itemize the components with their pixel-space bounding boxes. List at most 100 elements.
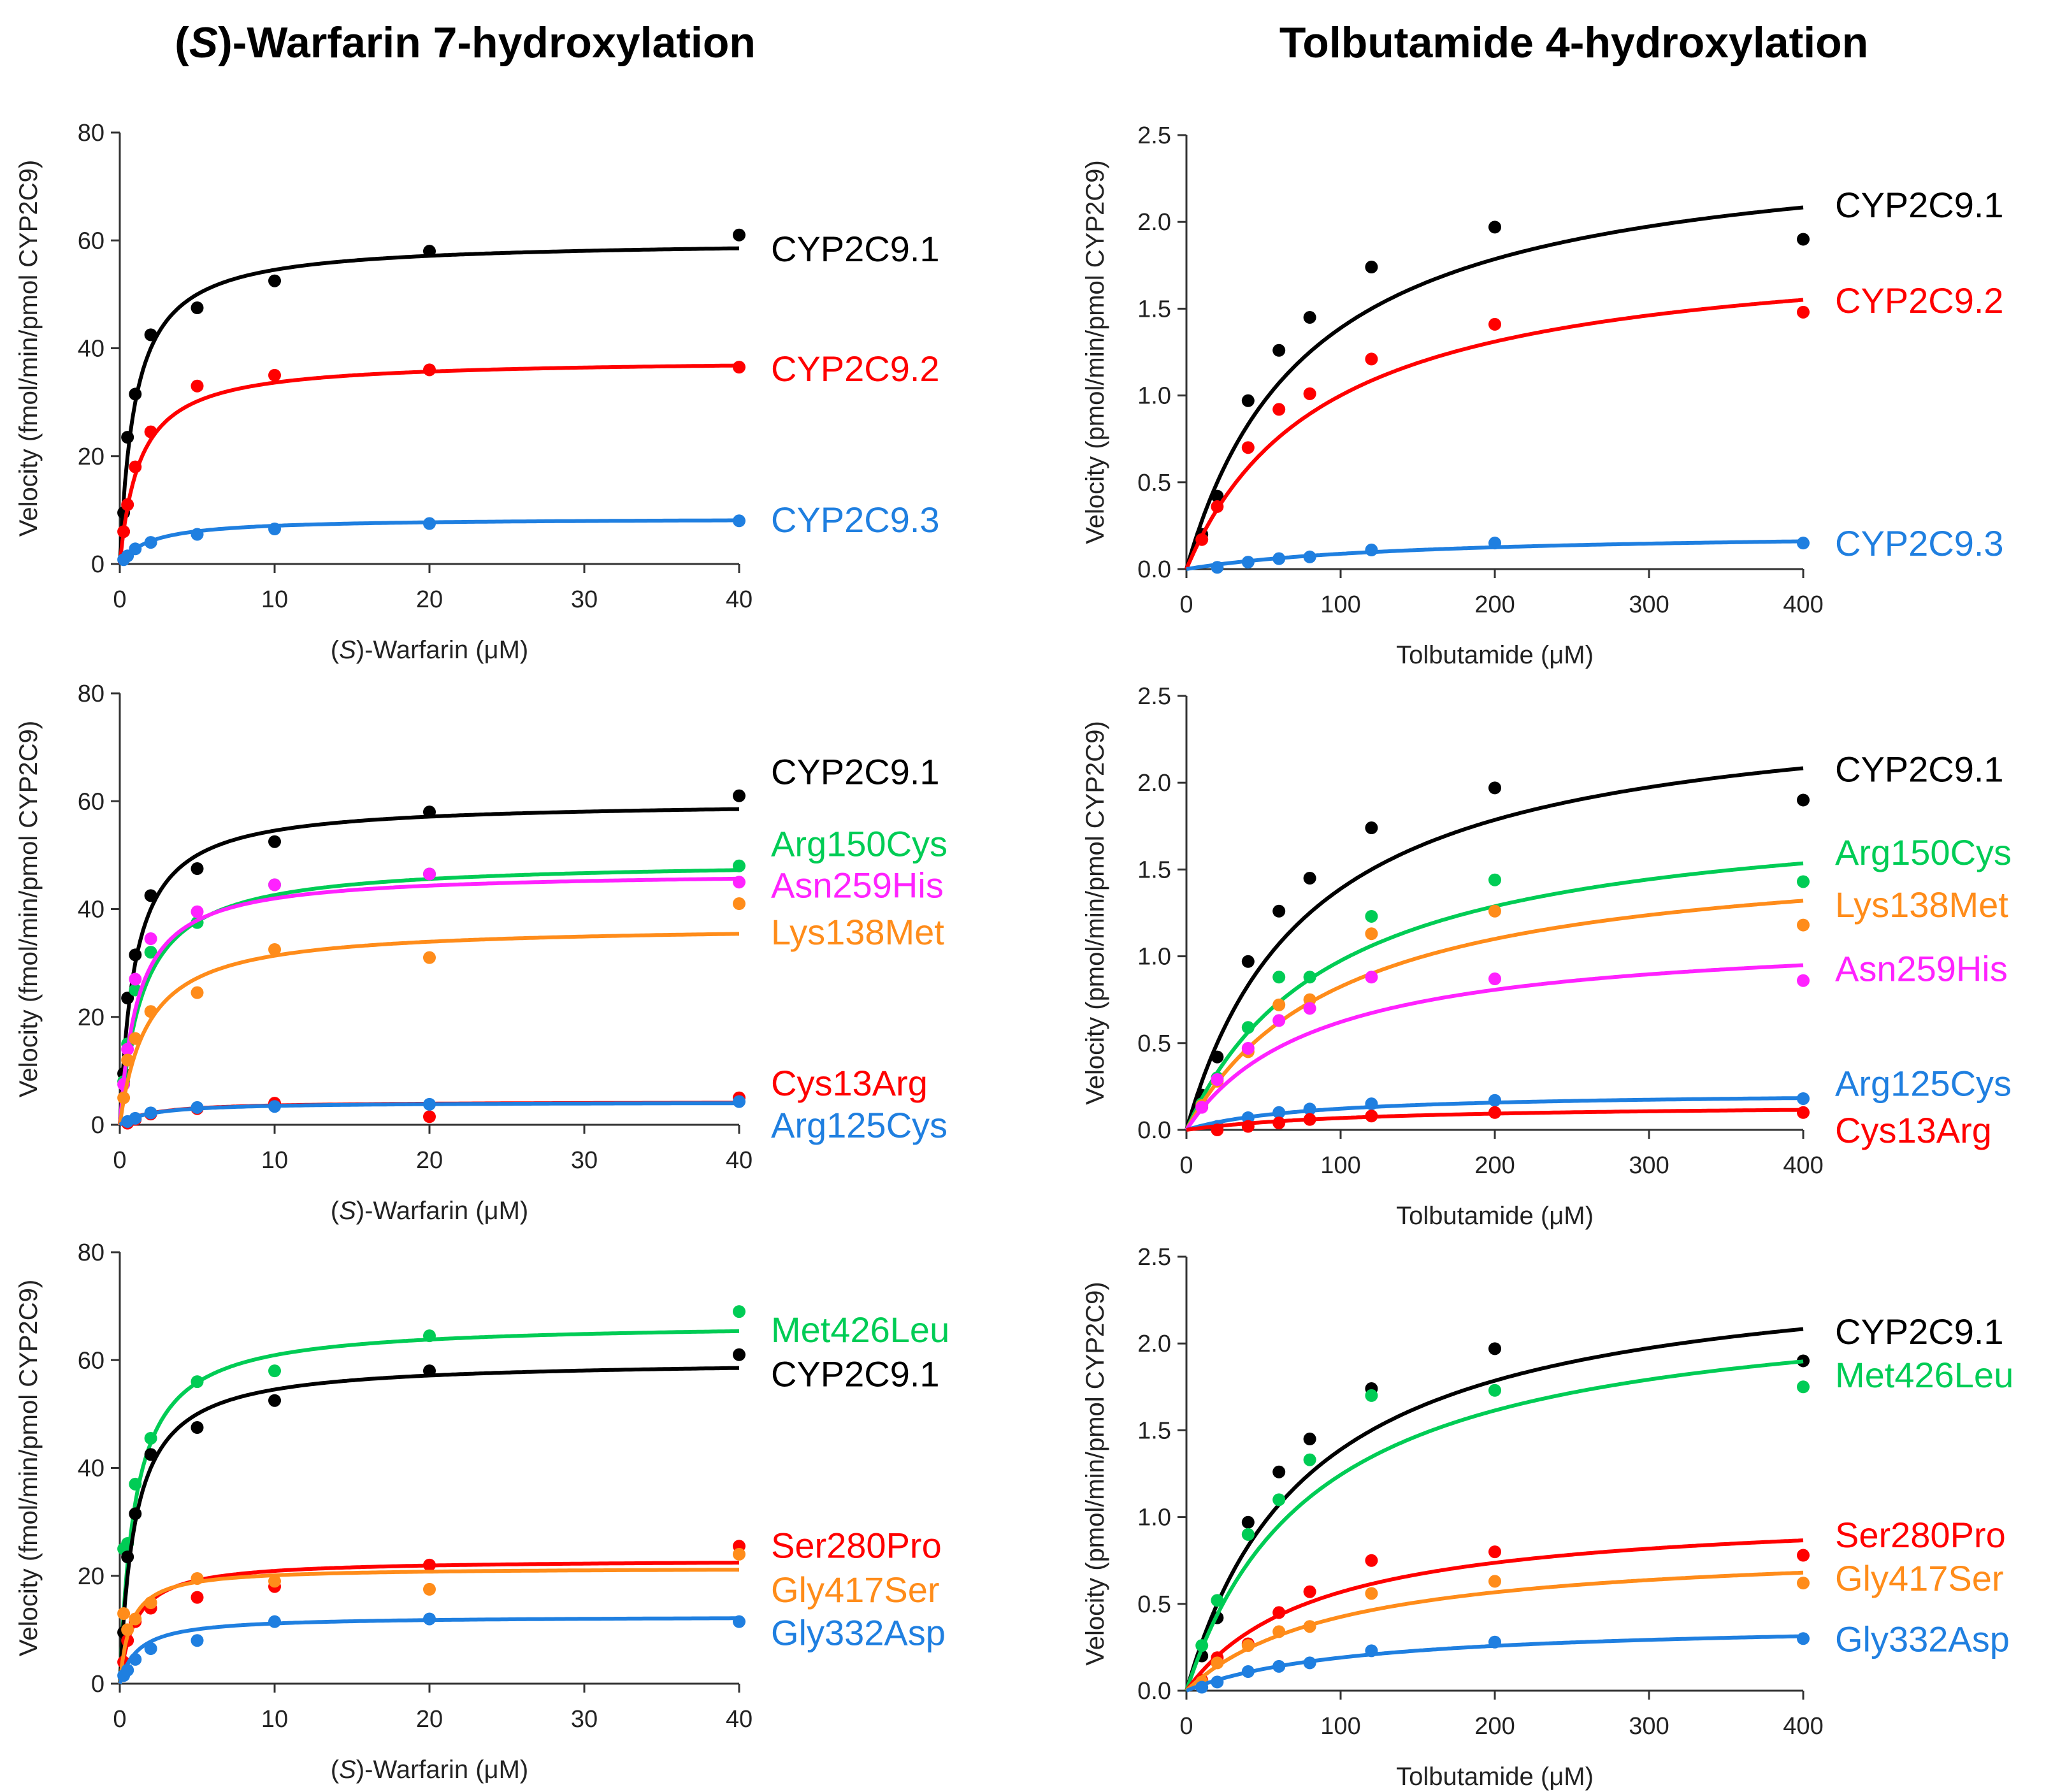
data-point-Lys138Met <box>191 986 204 999</box>
panel-tolbutamide-middle: 0.0 0.5 1.0 1.5 2.0 2.5 0 100 200 300 400 Tolbutami… <box>1081 683 2012 1230</box>
y-tick-label: 2.5 <box>1137 683 1171 710</box>
data-point-Lys138Met <box>1272 998 1286 1011</box>
data-point-Arg125Cys <box>268 1100 281 1113</box>
series-label-Cys13Arg: Cys13Arg <box>771 1063 928 1103</box>
data-point-CYP2C9.2 <box>1241 441 1255 454</box>
data-point-Asn259His <box>1211 1073 1224 1087</box>
data-point-CYP2C9.3 <box>1272 552 1286 565</box>
data-point-CYP2C9.2 <box>191 379 204 393</box>
data-point-CYP2C9.2 <box>117 525 131 538</box>
series-label-Gly417Ser: Gly417Ser <box>771 1570 940 1610</box>
series-label-Met426Leu: Met426Leu <box>1835 1355 2013 1395</box>
data-point-Arg125Cys <box>1488 1094 1501 1107</box>
fit-curve-Lys138Met <box>1185 899 1804 1131</box>
fit-curve-CYP2C9.1 <box>118 246 740 565</box>
series-label-CYP2C9.1: CYP2C9.1 <box>771 1354 940 1394</box>
y-tick-label: 0.5 <box>1137 1030 1171 1057</box>
data-point-CYP2C9.2 <box>733 361 745 374</box>
data-point-CYP2C9.1 <box>1797 233 1810 246</box>
data-point-CYP2C9.3 <box>191 528 204 541</box>
data-point-Met426Leu <box>1241 1528 1255 1541</box>
series-label-Asn259His: Asn259His <box>1835 949 2008 989</box>
y-tick-label: 80 <box>78 1239 104 1266</box>
data-point-Lys138Met <box>423 951 436 964</box>
data-point-CYP2C9.1 <box>129 1507 142 1521</box>
data-point-Lys138Met <box>129 1032 142 1045</box>
y-tick-label: 20 <box>78 444 104 470</box>
data-point-Asn259His <box>121 1043 134 1056</box>
series-CYP2C9.1 <box>117 1348 745 1684</box>
series-label-CYP2C9.2: CYP2C9.2 <box>771 349 940 389</box>
fit-curve-CYP2C9.1 <box>118 807 740 1125</box>
data-point-Arg150Cys <box>733 859 745 872</box>
series-label-Lys138Met: Lys138Met <box>1835 885 2008 925</box>
fit-curve-CYP2C9.2 <box>1185 298 1804 570</box>
data-point-CYP2C9.3 <box>1241 556 1255 569</box>
panel-warfarin-bottom: 0 20 40 60 80 0 10 20 30 40 (S)-Warfarin (μM) Veloc… <box>15 1239 949 1784</box>
data-point-Met426Leu <box>1365 1389 1378 1402</box>
y-tick-label: 40 <box>78 336 104 363</box>
data-point-Gly332Asp <box>1195 1680 1209 1694</box>
data-point-CYP2C9.1 <box>144 1448 157 1461</box>
data-point-CYP2C9.2 <box>121 498 134 511</box>
data-point-Cys13Arg <box>1241 1120 1255 1133</box>
data-point-Met426Leu <box>268 1364 281 1378</box>
data-point-CYP2C9.1 <box>1365 261 1378 274</box>
data-point-CYP2C9.1 <box>121 992 134 1005</box>
x-tick-label: 40 <box>726 1147 753 1174</box>
data-point-CYP2C9.1 <box>1272 1465 1286 1478</box>
y-axis-label: Velocity (pmol/min/pmol CYP2C9) <box>1081 721 1109 1104</box>
series-Gly417Ser <box>117 1547 745 1684</box>
data-point-Gly332Asp <box>121 1663 134 1677</box>
series-label-Asn259His: Asn259His <box>771 865 944 905</box>
series-label-CYP2C9.1: CYP2C9.1 <box>1835 1311 2004 1352</box>
data-point-Arg125Cys <box>423 1097 436 1111</box>
y-tick-label: 1.0 <box>1137 383 1171 410</box>
data-point-CYP2C9.2 <box>1195 533 1209 546</box>
data-point-Gly332Asp <box>1211 1675 1224 1689</box>
y-tick-label: 2.0 <box>1137 209 1171 236</box>
series-Gly332Asp <box>117 1612 745 1684</box>
series-label-CYP2C9.1: CYP2C9.1 <box>771 229 940 269</box>
data-point-Ser280Pro <box>1488 1545 1501 1559</box>
x-tick-label: 0 <box>113 586 126 613</box>
series-label-Gly332Asp: Gly332Asp <box>1835 1619 2010 1659</box>
data-point-Met426Leu <box>733 1305 745 1319</box>
data-point-CYP2C9.1 <box>191 301 204 315</box>
column-title-warfarin-italic: S <box>189 18 219 67</box>
data-point-CYP2C9.3 <box>144 536 157 549</box>
data-point-CYP2C9.1 <box>1272 343 1286 357</box>
x-tick-label: 20 <box>416 1147 443 1174</box>
x-tick-label: 400 <box>1783 591 1823 618</box>
data-point-Arg150Cys <box>144 946 157 959</box>
y-tick-label: 2.0 <box>1137 1331 1171 1357</box>
series-label-CYP2C9.2: CYP2C9.2 <box>1835 280 2004 321</box>
series-Arg150Cys <box>117 859 745 1125</box>
y-axis-label: Velocity (fmol/min/pmol CYP2C9) <box>15 721 43 1097</box>
data-point-Ser280Pro <box>1797 1549 1810 1562</box>
x-tick-label: 100 <box>1320 1152 1360 1179</box>
data-point-CYP2C9.3 <box>733 514 745 528</box>
data-point-CYP2C9.3 <box>423 517 436 530</box>
data-point-Asn259His <box>129 972 142 986</box>
series-Asn259His <box>1185 963 1810 1131</box>
series-CYP2C9.1 <box>1185 766 1810 1131</box>
series-label-Arg150Cys: Arg150Cys <box>771 823 947 863</box>
data-point-CYP2C9.2 <box>423 363 436 377</box>
data-point-Asn259His <box>268 878 281 892</box>
x-tick-label: 30 <box>571 1147 598 1174</box>
data-point-Cys13Arg <box>1303 1113 1316 1126</box>
data-point-Met426Leu <box>144 1431 157 1445</box>
data-point-Asn259His <box>144 932 157 946</box>
data-point-CYP2C9.1 <box>1365 821 1378 835</box>
data-point-Ser280Pro <box>1303 1585 1316 1598</box>
x-tick-label: 10 <box>261 1706 288 1733</box>
series-Cys13Arg <box>1186 1106 1810 1136</box>
data-point-Gly417Ser <box>1488 1575 1501 1588</box>
data-point-CYP2C9.2 <box>1488 317 1501 331</box>
data-point-Lys138Met <box>1488 904 1501 918</box>
data-point-CYP2C9.1 <box>1488 1342 1501 1355</box>
data-point-Cys13Arg <box>1211 1124 1224 1136</box>
fit-curve-Asn259His <box>1185 963 1804 1131</box>
y-tick-label: 1.5 <box>1137 856 1171 883</box>
